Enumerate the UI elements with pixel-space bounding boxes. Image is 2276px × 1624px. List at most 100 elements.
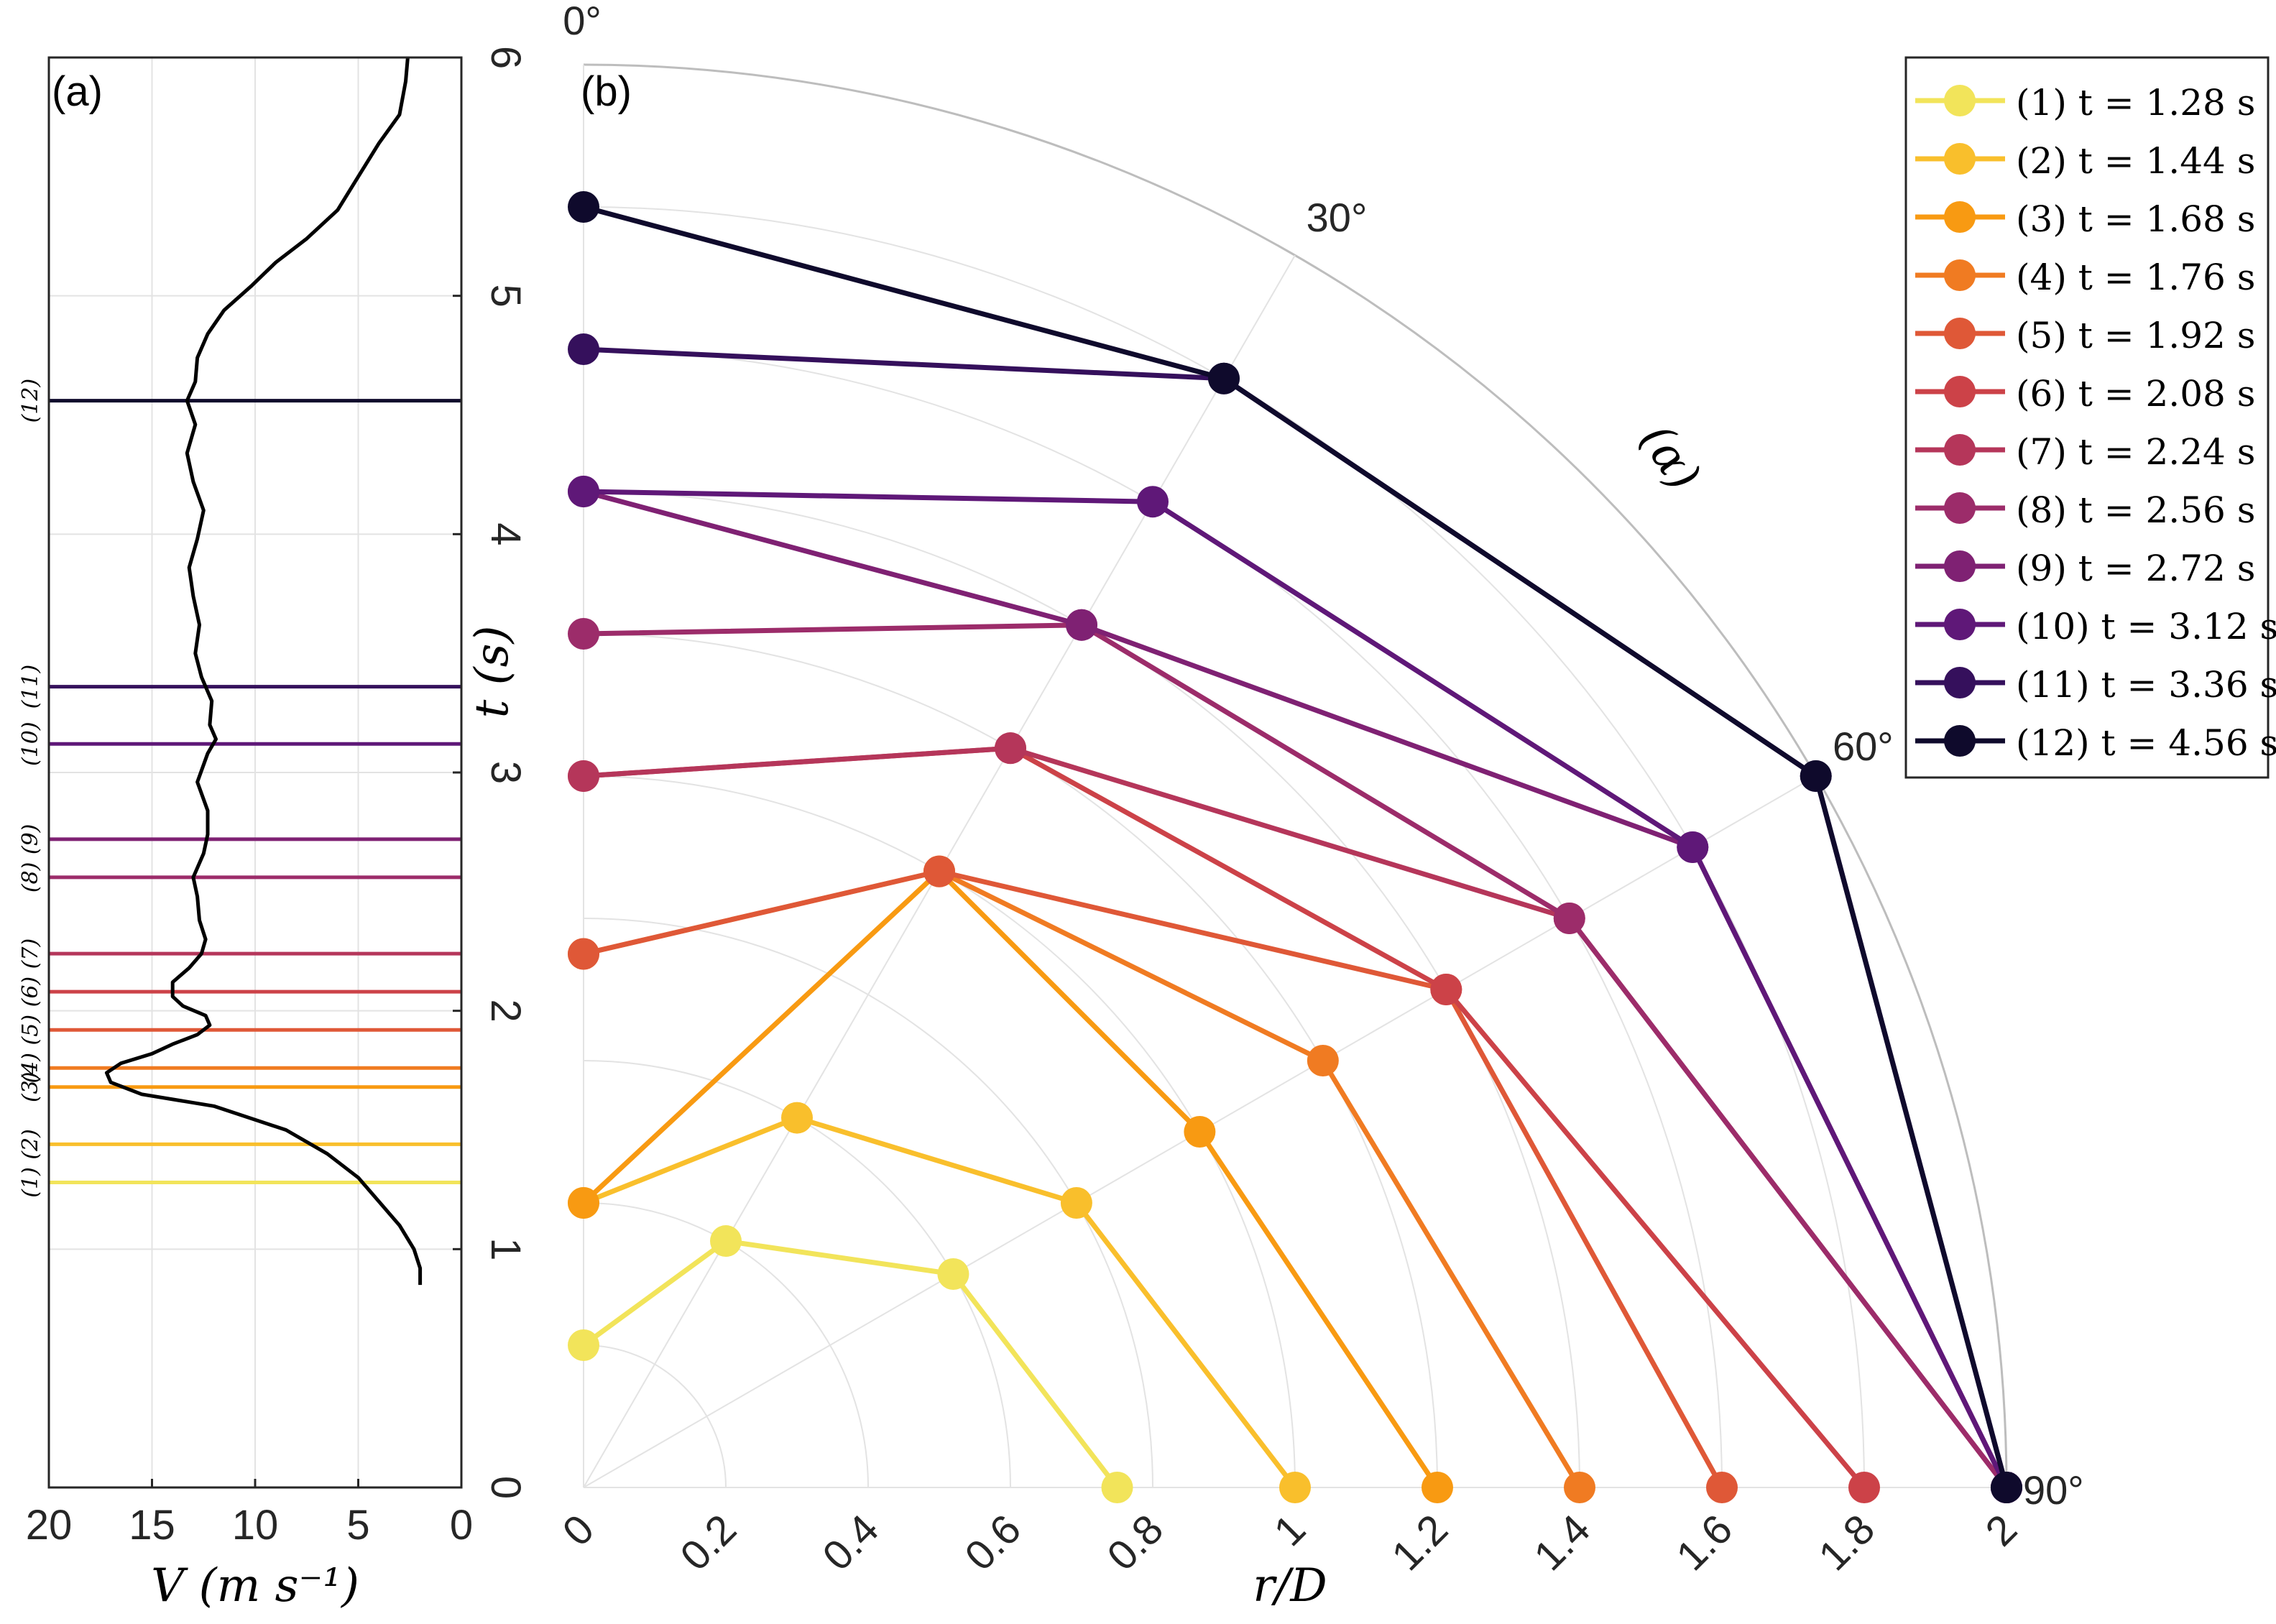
panel-a-time-marker-label: (11)	[18, 665, 43, 709]
panel-a-time-marker-label: (12)	[18, 379, 43, 423]
panel-b-radial-gridline	[583, 1060, 1011, 1488]
legend-marker-swatch	[1944, 85, 1976, 116]
legend-label: (5) t = 1.92 s	[2016, 315, 2255, 356]
panel-b-series-line	[583, 622, 2009, 1490]
panel-a-grid	[48, 57, 462, 1488]
panel-b-series-12	[568, 191, 2022, 1503]
panel-b-radial-gridline	[583, 918, 1153, 1488]
panel-a-y-tick-label: 2	[482, 1000, 529, 1023]
panel-b-data-point	[1208, 362, 1240, 395]
legend-marker-swatch	[1944, 492, 1976, 524]
legend-label: (3) t = 1.68 s	[2016, 198, 2255, 240]
panel-b-data-point	[568, 1187, 599, 1219]
panel-a-x-tick-label: 10	[232, 1502, 279, 1549]
panel-b-radial-gridline	[583, 206, 1865, 1488]
panel-b-data-point	[568, 618, 599, 650]
panel-a-x-tick-label: 0	[450, 1502, 473, 1549]
legend-marker-swatch	[1944, 143, 1976, 175]
panel-a-x-tick-label: 5	[346, 1502, 369, 1549]
panel-a-y-tick-label: 0	[482, 1476, 529, 1499]
panel-a-time-marker-label: (9)	[18, 824, 43, 855]
legend-marker-swatch	[1944, 259, 1976, 291]
panel-a-time-marker-label: (3)	[18, 1072, 43, 1103]
panel-b-data-point	[568, 476, 599, 507]
panel-a-x-axis-title-text: V (m s⁻¹)	[151, 1559, 359, 1613]
panel-b-series-line	[581, 1238, 1120, 1490]
panel-b-radial-gridline	[583, 1202, 869, 1488]
panel-b-data-point	[1137, 486, 1169, 518]
panel-b-data-point	[1553, 903, 1585, 934]
panel-b-data-point	[1564, 1472, 1595, 1503]
panel-b-radial-gridline	[583, 633, 1438, 1488]
panel-b-data-point	[1800, 760, 1832, 792]
panel-b-data-point	[781, 1102, 813, 1134]
panel-a-label: (a)	[52, 68, 103, 115]
panel-b-data-point	[1101, 1472, 1133, 1503]
panel-a-time-marker-label: (6)	[18, 977, 43, 1007]
panel-a-time-marker-label: (5)	[18, 1015, 43, 1046]
legend: (1) t = 1.28 s (2) t = 1.44 s (3) t = 1.68…	[1904, 56, 2276, 779]
legend-items: (1) t = 1.28 s (2) t = 1.44 s (3) t = 1.68…	[1915, 82, 2276, 764]
panel-b-data-point	[1706, 1472, 1738, 1503]
panel-b-angle-labels: 0° 30° 60° 90°	[563, 0, 2083, 1513]
legend-marker-swatch	[1944, 667, 1976, 698]
panel-b-series-line	[583, 204, 2009, 1488]
legend-label: (6) t = 2.08 s	[2016, 373, 2255, 415]
panel-b-data-point	[1991, 1472, 2022, 1503]
panel-b-angle-label: 0°	[563, 0, 602, 43]
panel-b-data-point	[1677, 831, 1709, 863]
panel-a-marker-labels: (1) (2) (3)(4) (5) (6) (7) (8) (9) (10) (11) (12)	[18, 379, 43, 1198]
legend-label: (1) t = 1.28 s	[2016, 82, 2255, 124]
legend-label: (4) t = 1.76 s	[2016, 257, 2255, 298]
panel-b-data-point	[710, 1225, 742, 1258]
panel-b-angle-label: 30°	[1307, 195, 1368, 240]
panel-a-y-tick-label: 1	[482, 1237, 529, 1260]
legend-label: (9) t = 2.72 s	[2016, 548, 2255, 589]
panel-a-time-markers	[49, 399, 461, 1184]
panel-b-data-point	[923, 855, 955, 887]
panel-a-x-tick-label: 20	[26, 1502, 73, 1549]
panel-b-series-line	[582, 1115, 1297, 1490]
legend-marker-swatch	[1944, 725, 1976, 757]
legend-item: (2) t = 1.44 s	[1915, 140, 2255, 182]
panel-a-velocity-line	[104, 57, 423, 1286]
panel-b-data-point	[1066, 609, 1097, 641]
panel-a-time-marker-label: (1)	[18, 1167, 43, 1198]
panel-b-radial-gridline	[583, 63, 2008, 1488]
legend-item: (3) t = 1.68 s	[1915, 198, 2255, 240]
legend-label: (10) t = 3.12 s	[2016, 606, 2276, 647]
panel-b-data-point	[568, 1329, 599, 1361]
panel-b-data-point	[568, 938, 599, 970]
panel-b-x-axis-title: r/D	[1253, 1559, 1327, 1613]
panel-a-time-marker-label: (4)	[18, 1053, 43, 1084]
panel-a-velocity-curve	[104, 57, 423, 1286]
panel-b-data-point	[568, 760, 599, 792]
panel-b-data-point	[1307, 1045, 1339, 1076]
legend-item: (1) t = 1.28 s	[1915, 82, 2255, 124]
panel-b-data-point	[1422, 1472, 1453, 1503]
legend-marker-swatch	[1944, 550, 1976, 582]
panel-a-y-tick-label: 5	[482, 285, 529, 308]
panel-b-radial-gridline	[583, 775, 1296, 1488]
legend-label: (2) t = 1.44 s	[2016, 140, 2255, 182]
panel-b-data-point	[568, 333, 599, 365]
panel-b-series-line	[581, 869, 1439, 1489]
panel-b-data-point	[1848, 1472, 1880, 1503]
panel-a-y-tick-label: 4	[482, 522, 529, 545]
panel-a-y-tick-label: 6	[482, 46, 529, 69]
legend-marker-swatch	[1944, 609, 1976, 640]
legend-item: (9) t = 2.72 s	[1915, 548, 2255, 589]
panel-b-data-point	[1430, 974, 1462, 1005]
legend-item: (10) t = 3.12 s	[1915, 606, 2276, 647]
panel-a-velocity-timeseries: 20 15 10 5 0 0 1 2 3 4 5 6 (1) (2) (3)(4) (5) (6) (7) (8…	[18, 46, 529, 1613]
legend-marker-swatch	[1944, 318, 1976, 349]
panel-a-y-tick-label: 3	[482, 761, 529, 784]
panel-b-angle-label: 90°	[2023, 1467, 2084, 1513]
panel-a-y-ticks: 0 1 2 3 4 5 6	[453, 46, 529, 1499]
panel-a-time-marker-label: (7)	[18, 938, 43, 969]
panel-b-data-point	[937, 1258, 969, 1290]
panel-b-angle-label: 60°	[1833, 724, 1894, 769]
legend-label: (8) t = 2.56 s	[2016, 489, 2255, 531]
